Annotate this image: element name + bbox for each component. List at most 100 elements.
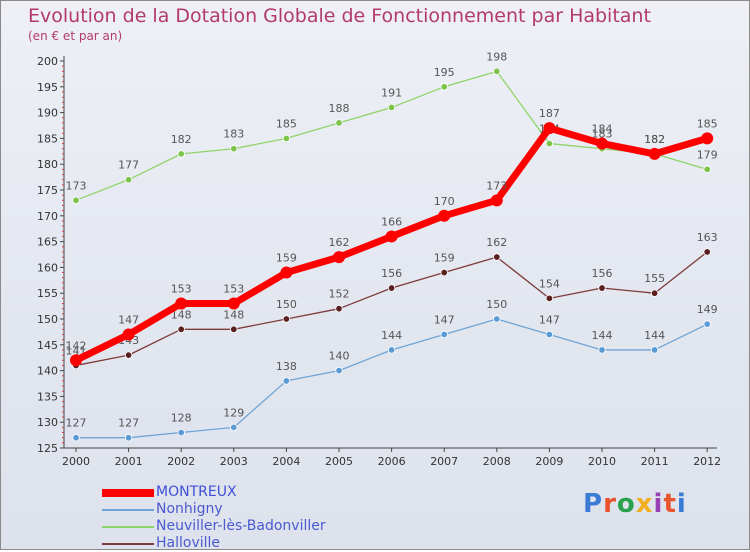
legend-swatch <box>102 489 154 497</box>
y-tick-label: 170 <box>37 210 58 223</box>
brand-logo: Proxiti <box>583 489 687 519</box>
data-label-halloville: 159 <box>434 252 455 265</box>
x-tick-label: 2000 <box>62 455 90 468</box>
y-tick-label: 185 <box>37 132 58 145</box>
data-point-neuviller-l-s-badonviller <box>387 103 396 112</box>
data-point-montreux <box>280 266 293 279</box>
data-label-nonhigny: 147 <box>539 313 560 326</box>
data-label-montreux: 162 <box>329 236 350 249</box>
data-point-montreux <box>648 147 661 160</box>
y-tick-label: 135 <box>37 390 58 403</box>
data-label-nonhigny: 147 <box>434 313 455 326</box>
x-tick-label: 2004 <box>272 455 300 468</box>
data-label-nonhigny: 149 <box>697 303 718 316</box>
data-label-halloville: 154 <box>539 277 560 290</box>
data-label-neuviller-l-s-badonviller: 182 <box>644 133 665 146</box>
data-point-nonhigny <box>545 330 554 339</box>
data-label-nonhigny: 150 <box>486 298 507 311</box>
data-point-montreux <box>701 132 714 145</box>
data-label-montreux: 147 <box>118 313 139 326</box>
x-tick-label: 2007 <box>430 455 458 468</box>
data-label-neuviller-l-s-badonviller: 182 <box>171 133 192 146</box>
data-label-nonhigny: 144 <box>644 329 665 342</box>
chart-title: Evolution de la Dotation Globale de Fonc… <box>28 5 651 27</box>
data-label-neuviller-l-s-badonviller: 179 <box>697 148 718 161</box>
data-label-halloville: 148 <box>223 308 244 321</box>
data-label-montreux: 173 <box>486 179 507 192</box>
y-tick-label: 175 <box>37 184 58 197</box>
data-point-neuviller-l-s-badonviller <box>72 196 80 205</box>
legend-label: MONTREUX <box>156 484 237 500</box>
data-point-montreux <box>175 297 188 310</box>
x-tick-label: 2009 <box>535 455 563 468</box>
data-label-montreux: 182 <box>644 133 665 146</box>
data-label-halloville: 156 <box>381 267 402 280</box>
y-tick-label: 200 <box>37 55 58 68</box>
data-point-halloville <box>177 325 185 334</box>
brand-logo-letter: o <box>616 489 636 519</box>
data-label-montreux: 187 <box>539 107 560 120</box>
data-point-montreux <box>543 122 556 135</box>
data-point-halloville <box>598 284 606 292</box>
data-point-nonhigny <box>177 428 185 437</box>
data-label-nonhigny: 138 <box>276 360 297 373</box>
data-point-halloville <box>387 284 396 292</box>
data-point-neuviller-l-s-badonviller <box>440 83 448 91</box>
y-tick-label: 180 <box>37 158 58 171</box>
data-point-montreux <box>333 251 345 264</box>
data-point-neuviller-l-s-badonviller <box>335 119 343 127</box>
data-point-nonhigny <box>335 366 343 375</box>
x-tick-label: 2011 <box>641 455 669 468</box>
data-point-halloville <box>124 351 133 359</box>
data-label-halloville: 156 <box>592 267 613 280</box>
data-label-montreux: 153 <box>171 283 192 296</box>
chart-subtitle: (en € et par an) <box>28 29 123 43</box>
data-point-nonhigny <box>650 346 659 354</box>
y-tick-label: 155 <box>37 287 58 300</box>
data-label-nonhigny: 144 <box>592 329 613 342</box>
data-label-halloville: 150 <box>276 298 297 311</box>
brand-logo-letter: r <box>603 489 617 519</box>
y-tick-label: 130 <box>37 416 58 429</box>
data-point-montreux <box>385 230 398 243</box>
x-tick-label: 2006 <box>378 455 406 468</box>
y-tick-label: 140 <box>37 365 58 378</box>
x-tick-label: 2008 <box>483 455 511 468</box>
data-label-nonhigny: 128 <box>171 412 192 425</box>
brand-logo-letter: t <box>663 489 677 519</box>
data-label-neuviller-l-s-badonviller: 183 <box>592 128 613 141</box>
brand-logo-letter: i <box>653 489 664 519</box>
legend-label: Neuviller-lès-Badonviller <box>156 518 326 534</box>
legend-label: Halloville <box>156 535 221 551</box>
data-point-neuviller-l-s-badonviller <box>493 67 501 76</box>
y-tick-label: 195 <box>37 81 58 94</box>
legend-swatch <box>102 526 154 528</box>
data-label-halloville: 148 <box>171 308 192 321</box>
data-point-halloville <box>230 325 238 334</box>
data-point-halloville <box>545 294 554 303</box>
data-label-neuviller-l-s-badonviller: 183 <box>223 128 244 141</box>
data-label-neuviller-l-s-badonviller: 195 <box>434 66 455 79</box>
data-point-montreux <box>596 137 608 150</box>
data-point-neuviller-l-s-badonviller <box>177 150 185 158</box>
brand-logo-letter: i <box>676 489 687 519</box>
data-point-neuviller-l-s-badonviller <box>124 175 133 184</box>
data-point-nonhigny <box>598 346 606 354</box>
data-label-montreux: 185 <box>697 117 718 130</box>
data-label-neuviller-l-s-badonviller: 198 <box>486 50 507 63</box>
data-point-halloville <box>282 315 291 323</box>
data-point-nonhigny <box>72 433 80 442</box>
data-point-neuviller-l-s-badonviller <box>230 145 238 153</box>
data-label-neuviller-l-s-badonviller: 191 <box>381 86 402 99</box>
y-tick-label: 160 <box>37 261 58 274</box>
data-point-nonhigny <box>230 423 238 432</box>
data-point-neuviller-l-s-badonviller <box>282 134 291 143</box>
data-point-montreux <box>490 194 503 207</box>
data-label-nonhigny: 127 <box>118 417 139 430</box>
data-point-nonhigny <box>493 315 501 323</box>
data-label-montreux: 159 <box>276 252 297 265</box>
data-point-montreux <box>70 354 82 367</box>
x-tick-label: 2002 <box>167 455 195 468</box>
x-tick-label: 2012 <box>693 455 721 468</box>
